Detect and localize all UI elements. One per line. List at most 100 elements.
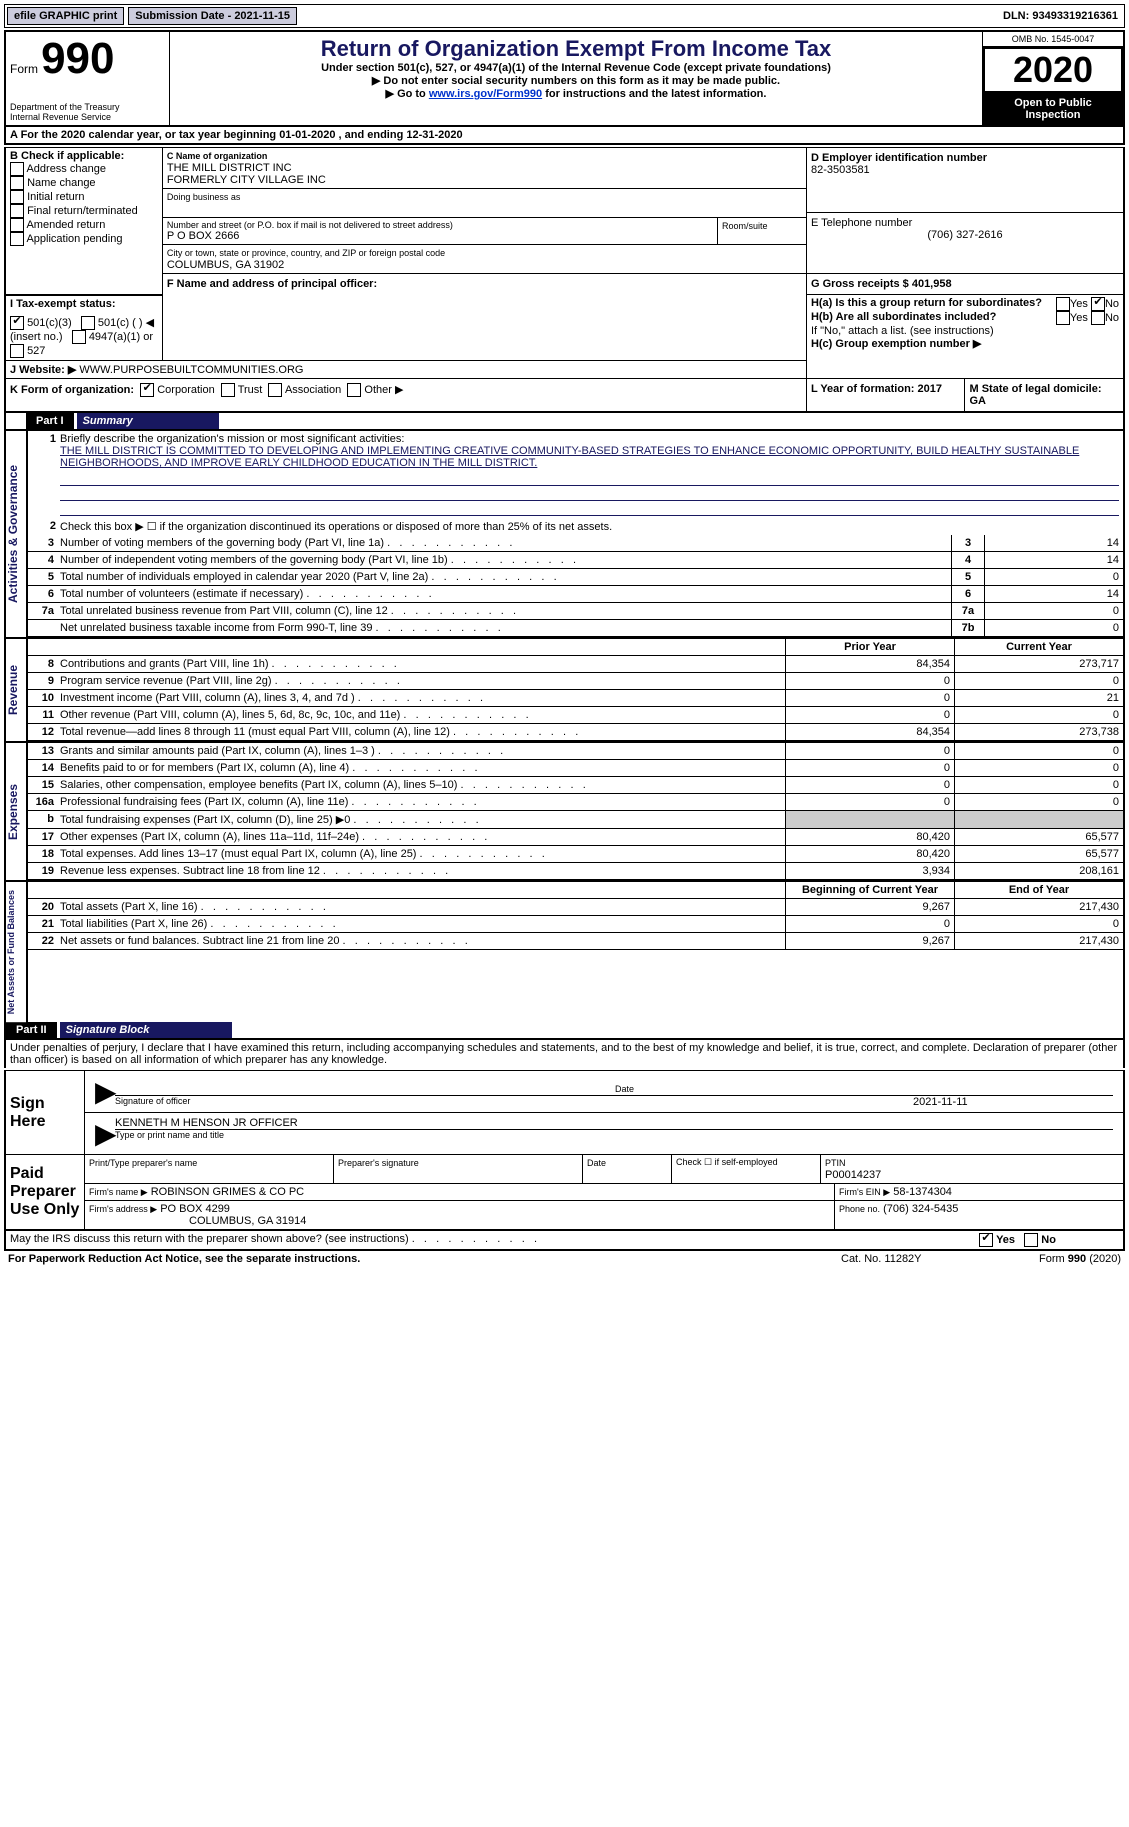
b-check-3[interactable] — [10, 204, 24, 218]
part1-title: Summary — [77, 413, 219, 429]
sign-here-label: Sign Here — [5, 1071, 85, 1155]
ein-value: 82-3503581 — [811, 164, 1119, 176]
firm-phone: (706) 324-5435 — [883, 1203, 958, 1215]
e-label: E Telephone number — [811, 217, 1119, 229]
l-label: L Year of formation: 2017 — [811, 383, 942, 395]
firm-name-label: Firm's name ▶ — [89, 1187, 148, 1197]
part1-header: Part I Summary — [4, 413, 1125, 431]
room-label: Room/suite — [722, 221, 768, 231]
subtitle-3: ▶ Go to www.irs.gov/Form990 for instruct… — [180, 87, 972, 100]
prior-year-hdr: Prior Year — [785, 639, 954, 655]
netassets-section: Net Assets or Fund Balances Beginning of… — [4, 880, 1125, 1022]
rev-row-2: 10Investment income (Part VIII, column (… — [28, 690, 1123, 707]
submission-date-button[interactable]: Submission Date - 2021-11-15 — [128, 7, 297, 25]
prep-sig-label: Preparer's signature — [338, 1158, 419, 1168]
ha-yes[interactable] — [1056, 297, 1070, 311]
sig-date-label: Date — [615, 1084, 1113, 1094]
discuss-yes[interactable] — [979, 1233, 993, 1247]
cat-no: Cat. No. 11282Y — [841, 1253, 981, 1265]
period-line: A For the 2020 calendar year, or tax yea… — [5, 126, 1124, 144]
current-year-hdr: Current Year — [954, 639, 1123, 655]
omb-label: OMB No. 1545-0047 — [983, 32, 1123, 47]
part1-label: Part I — [26, 413, 74, 429]
rev-row-1: 9Program service revenue (Part VIII, lin… — [28, 673, 1123, 690]
footer-row: For Paperwork Reduction Act Notice, see … — [4, 1251, 1125, 1267]
4947-checkbox[interactable] — [72, 330, 86, 344]
k-label: K Form of organization: — [10, 384, 134, 396]
officer-name: KENNETH M HENSON JR OFFICER — [115, 1117, 1113, 1129]
net-row-2: 22Net assets or fund balances. Subtract … — [28, 933, 1123, 950]
governance-section: Activities & Governance 1 Briefly descri… — [4, 431, 1125, 637]
b-check-0[interactable] — [10, 162, 24, 176]
m-label: M State of legal domicile: GA — [969, 383, 1101, 407]
sig-officer-label: Signature of officer — [115, 1096, 913, 1108]
f-label: F Name and address of principal officer: — [167, 278, 377, 290]
begin-year-hdr: Beginning of Current Year — [785, 882, 954, 898]
subtitle-1: Under section 501(c), 527, or 4947(a)(1)… — [180, 62, 972, 74]
efile-button[interactable]: efile GRAPHIC print — [7, 7, 124, 25]
rev-row-4: 12Total revenue—add lines 8 through 11 (… — [28, 724, 1123, 741]
irs-link[interactable]: www.irs.gov/Form990 — [429, 88, 542, 100]
rev-row-3: 11Other revenue (Part VIII, column (A), … — [28, 707, 1123, 724]
b-item-4: Amended return — [26, 219, 105, 231]
ha-no[interactable] — [1091, 297, 1105, 311]
side-expenses: Expenses — [6, 743, 26, 880]
b-item-1: Name change — [27, 177, 96, 189]
tax-year: 2020 — [983, 47, 1123, 93]
side-governance: Activities & Governance — [6, 431, 26, 637]
prep-date-label: Date — [587, 1158, 606, 1168]
self-employed-check[interactable]: Check ☐ if self-employed — [672, 1155, 821, 1183]
g-label: G Gross receipts $ 401,958 — [811, 278, 952, 290]
exp-row-2: 15Salaries, other compensation, employee… — [28, 777, 1123, 794]
dba-label: Doing business as — [167, 192, 241, 202]
b-item-3: Final return/terminated — [27, 205, 138, 217]
hb-no[interactable] — [1091, 311, 1105, 325]
b-check-4[interactable] — [10, 218, 24, 232]
firm-addr-label: Firm's address ▶ — [89, 1204, 157, 1214]
exp-row-0: 13Grants and similar amounts paid (Part … — [28, 743, 1123, 760]
b-item-2: Initial return — [27, 191, 84, 203]
end-year-hdr: End of Year — [954, 882, 1123, 898]
hb2-label: If "No," attach a list. (see instruction… — [811, 325, 1119, 337]
discuss-no[interactable] — [1024, 1233, 1038, 1247]
open-inspection: Open to Public Inspection — [983, 93, 1123, 125]
501c-checkbox[interactable] — [81, 316, 95, 330]
header-table: Form 990 Department of the Treasury Inte… — [4, 30, 1125, 145]
revenue-section: Revenue Prior Year Current Year 8Contrib… — [4, 637, 1125, 741]
form-footer: Form 990 (2020) — [981, 1253, 1121, 1265]
org-name-1: THE MILL DISTRICT INC — [167, 162, 292, 174]
exp-row-5: 17Other expenses (Part IX, column (A), l… — [28, 829, 1123, 846]
net-row-1: 21Total liabilities (Part X, line 26)00 — [28, 916, 1123, 933]
hb-yes[interactable] — [1056, 311, 1070, 325]
gov-row-0: 3Number of voting members of the governi… — [28, 535, 1123, 552]
k-trust[interactable] — [221, 383, 235, 397]
gov-row-2: 5Total number of individuals employed in… — [28, 569, 1123, 586]
net-row-0: 20Total assets (Part X, line 16)9,267217… — [28, 899, 1123, 916]
identity-block: B Check if applicable: Address change Na… — [4, 147, 1125, 413]
part2-title: Signature Block — [60, 1022, 232, 1038]
k-corp[interactable] — [140, 383, 154, 397]
b-check-1[interactable] — [10, 176, 24, 190]
form-title: Return of Organization Exempt From Incom… — [180, 36, 972, 62]
firm-ein-label: Firm's EIN ▶ — [839, 1187, 890, 1197]
b-label: B Check if applicable: — [10, 150, 158, 162]
declaration-text: Under penalties of perjury, I declare th… — [4, 1040, 1125, 1068]
city-label: City or town, state or province, country… — [167, 248, 445, 258]
ptin-label: PTIN — [825, 1158, 846, 1168]
gov-row-3: 6Total number of volunteers (estimate if… — [28, 586, 1123, 603]
exp-row-6: 18Total expenses. Add lines 13–17 (must … — [28, 846, 1123, 863]
i-label: I Tax-exempt status: — [10, 298, 158, 310]
b-check-5[interactable] — [10, 232, 24, 246]
q1-label: Briefly describe the organization's miss… — [60, 433, 404, 445]
website-value: WWW.PURPOSEBUILTCOMMUNITIES.ORG — [79, 364, 303, 376]
street-value: P O BOX 2666 — [167, 230, 713, 242]
527-checkbox[interactable] — [10, 344, 24, 358]
k-other[interactable] — [347, 383, 361, 397]
b-check-2[interactable] — [10, 190, 24, 204]
side-revenue: Revenue — [6, 639, 26, 741]
501c3-checkbox[interactable] — [10, 316, 24, 330]
paid-preparer-label: Paid Preparer Use Only — [5, 1155, 85, 1231]
expenses-section: Expenses 13Grants and similar amounts pa… — [4, 741, 1125, 880]
exp-row-7: 19Revenue less expenses. Subtract line 1… — [28, 863, 1123, 880]
k-assoc[interactable] — [268, 383, 282, 397]
